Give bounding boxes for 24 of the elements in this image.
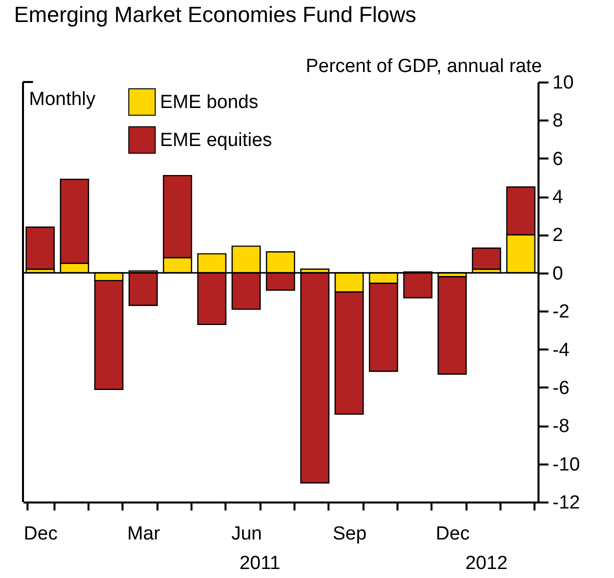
legend-label: EME equities bbox=[160, 130, 272, 151]
x-tick-label: Sep bbox=[332, 524, 367, 544]
y-tick-label: 10 bbox=[552, 72, 574, 94]
annotation: Monthly bbox=[29, 89, 96, 110]
chart-title: Emerging Market Economies Fund Flows bbox=[14, 2, 416, 27]
text: 2011 bbox=[239, 553, 280, 574]
y-tick-label: 8 bbox=[552, 110, 564, 132]
y-tick-label: -8 bbox=[552, 416, 570, 438]
y-tick-label: -4 bbox=[552, 340, 570, 361]
x-tick-label: Jun bbox=[231, 524, 262, 544]
x-tick-label: Dec bbox=[436, 524, 470, 544]
y-tick-label: -2 bbox=[552, 302, 570, 323]
legend-label: EME bonds bbox=[160, 92, 258, 113]
x-tick-label: Mar bbox=[127, 524, 161, 544]
x-tick-label: Dec bbox=[24, 524, 58, 544]
chart-subtitle: Percent of GDP, annual rate bbox=[306, 56, 542, 77]
y-tick-label: 2 bbox=[552, 225, 564, 246]
y-tick-label: 0 bbox=[552, 263, 564, 284]
text: 2012 bbox=[465, 553, 508, 574]
y-tick-label: 4 bbox=[552, 187, 564, 208]
y-tick-label: -12 bbox=[552, 492, 580, 514]
y-tick-label: 6 bbox=[552, 148, 564, 170]
y-tick-label: -6 bbox=[552, 378, 570, 399]
y-tick-label: -10 bbox=[552, 454, 580, 476]
